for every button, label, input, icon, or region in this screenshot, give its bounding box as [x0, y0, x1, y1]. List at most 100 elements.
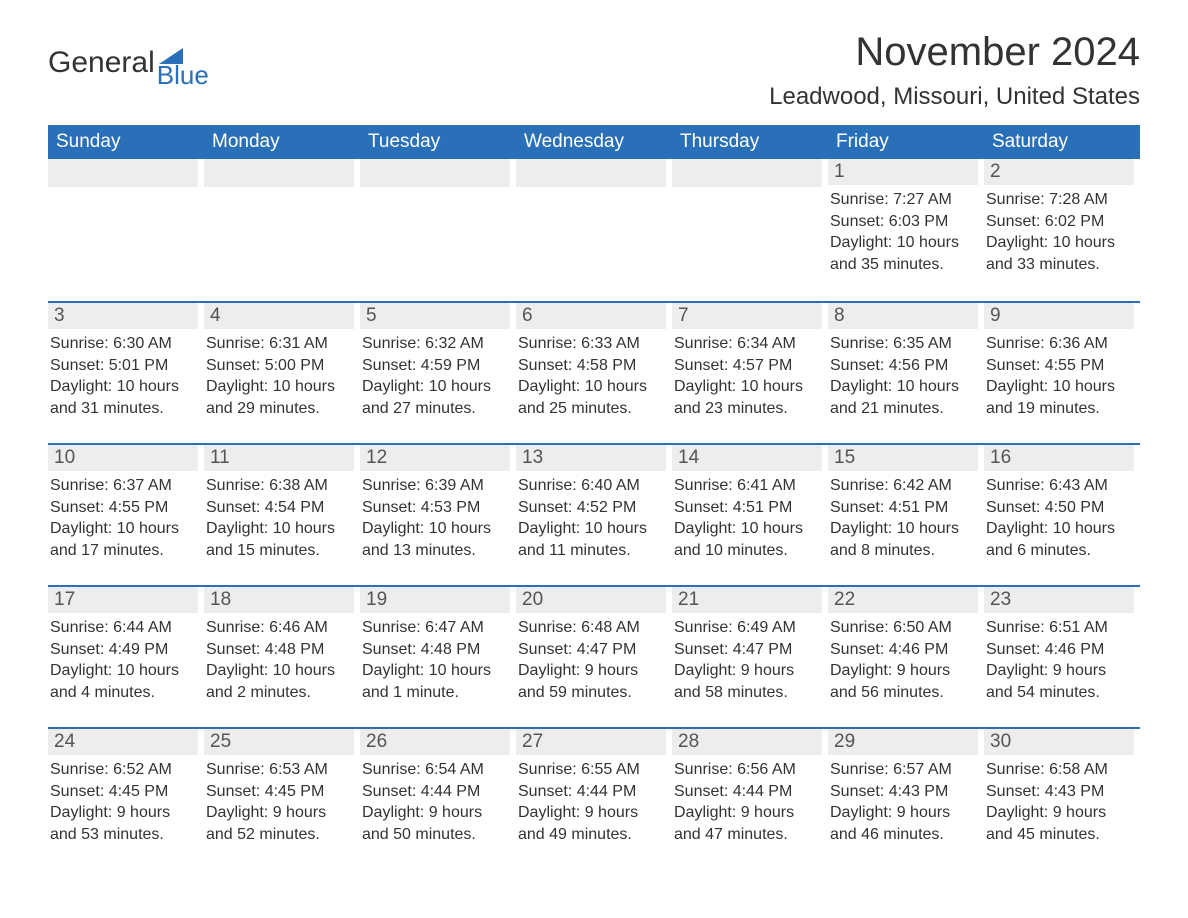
weekday-header: Monday [204, 125, 360, 159]
sunset-text: Sunset: 6:03 PM [830, 211, 978, 233]
daylight-text: Daylight: 10 hours and 13 minutes. [362, 518, 510, 561]
sunrise-text: Sunrise: 6:38 AM [206, 475, 354, 497]
sunset-text: Sunset: 4:53 PM [362, 497, 510, 519]
day-cell: 4Sunrise: 6:31 AMSunset: 5:00 PMDaylight… [204, 303, 360, 429]
day-cell: 12Sunrise: 6:39 AMSunset: 4:53 PMDayligh… [360, 445, 516, 571]
sunrise-text: Sunrise: 6:39 AM [362, 475, 510, 497]
day-info: Sunrise: 6:38 AMSunset: 4:54 PMDaylight:… [204, 475, 354, 561]
day-cell: 6Sunrise: 6:33 AMSunset: 4:58 PMDaylight… [516, 303, 672, 429]
calendar: SundayMondayTuesdayWednesdayThursdayFrid… [48, 125, 1140, 855]
day-number: 16 [984, 445, 1134, 471]
daylight-text: Daylight: 9 hours and 52 minutes. [206, 802, 354, 845]
sunset-text: Sunset: 4:45 PM [50, 781, 198, 803]
sunrise-text: Sunrise: 6:31 AM [206, 333, 354, 355]
daylight-text: Daylight: 10 hours and 35 minutes. [830, 232, 978, 275]
weekday-header: Wednesday [516, 125, 672, 159]
day-cell: 21Sunrise: 6:49 AMSunset: 4:47 PMDayligh… [672, 587, 828, 713]
sunset-text: Sunset: 4:49 PM [50, 639, 198, 661]
weekday-header: Thursday [672, 125, 828, 159]
day-number: 23 [984, 587, 1134, 613]
day-number: 14 [672, 445, 822, 471]
sunset-text: Sunset: 4:47 PM [674, 639, 822, 661]
sunrise-text: Sunrise: 6:35 AM [830, 333, 978, 355]
title-block: November 2024 Leadwood, Missouri, United… [769, 30, 1140, 111]
sunset-text: Sunset: 4:52 PM [518, 497, 666, 519]
sunrise-text: Sunrise: 6:50 AM [830, 617, 978, 639]
week-row: 17Sunrise: 6:44 AMSunset: 4:49 PMDayligh… [48, 585, 1140, 713]
day-cell: 10Sunrise: 6:37 AMSunset: 4:55 PMDayligh… [48, 445, 204, 571]
day-info: Sunrise: 6:37 AMSunset: 4:55 PMDaylight:… [48, 475, 198, 561]
daylight-text: Daylight: 10 hours and 6 minutes. [986, 518, 1134, 561]
day-cell: 9Sunrise: 6:36 AMSunset: 4:55 PMDaylight… [984, 303, 1140, 429]
sunset-text: Sunset: 4:44 PM [674, 781, 822, 803]
daylight-text: Daylight: 9 hours and 53 minutes. [50, 802, 198, 845]
sunrise-text: Sunrise: 6:56 AM [674, 759, 822, 781]
weekday-header: Sunday [48, 125, 204, 159]
day-cell: 20Sunrise: 6:48 AMSunset: 4:47 PMDayligh… [516, 587, 672, 713]
day-info: Sunrise: 6:42 AMSunset: 4:51 PMDaylight:… [828, 475, 978, 561]
daylight-text: Daylight: 10 hours and 27 minutes. [362, 376, 510, 419]
sunrise-text: Sunrise: 6:57 AM [830, 759, 978, 781]
logo-text-general: General [48, 48, 155, 78]
day-cell [48, 159, 204, 287]
sunrise-text: Sunrise: 6:40 AM [518, 475, 666, 497]
sunset-text: Sunset: 4:59 PM [362, 355, 510, 377]
day-number: 30 [984, 729, 1134, 755]
sunset-text: Sunset: 4:47 PM [518, 639, 666, 661]
day-number: 7 [672, 303, 822, 329]
sunset-text: Sunset: 4:57 PM [674, 355, 822, 377]
daylight-text: Daylight: 10 hours and 29 minutes. [206, 376, 354, 419]
daylight-text: Daylight: 9 hours and 54 minutes. [986, 660, 1134, 703]
day-cell: 17Sunrise: 6:44 AMSunset: 4:49 PMDayligh… [48, 587, 204, 713]
logo-stack: Blue [157, 48, 209, 91]
day-number: 26 [360, 729, 510, 755]
day-number: 18 [204, 587, 354, 613]
day-info: Sunrise: 6:58 AMSunset: 4:43 PMDaylight:… [984, 759, 1134, 845]
day-cell [672, 159, 828, 287]
sunset-text: Sunset: 4:44 PM [518, 781, 666, 803]
day-info: Sunrise: 6:40 AMSunset: 4:52 PMDaylight:… [516, 475, 666, 561]
day-info: Sunrise: 6:55 AMSunset: 4:44 PMDaylight:… [516, 759, 666, 845]
day-number: 6 [516, 303, 666, 329]
day-info: Sunrise: 6:51 AMSunset: 4:46 PMDaylight:… [984, 617, 1134, 703]
daylight-text: Daylight: 10 hours and 17 minutes. [50, 518, 198, 561]
day-cell: 19Sunrise: 6:47 AMSunset: 4:48 PMDayligh… [360, 587, 516, 713]
day-cell: 13 Sunrise: 6:40 AMSunset: 4:52 PMDayligh… [516, 445, 672, 571]
sunrise-text: Sunrise: 6:34 AM [674, 333, 822, 355]
sunrise-text: Sunrise: 6:47 AM [362, 617, 510, 639]
day-info: Sunrise: 6:48 AMSunset: 4:47 PMDaylight:… [516, 617, 666, 703]
daylight-text: Daylight: 9 hours and 45 minutes. [986, 802, 1134, 845]
day-number: 21 [672, 587, 822, 613]
sunrise-text: Sunrise: 6:48 AM [518, 617, 666, 639]
day-info: Sunrise: 6:30 AMSunset: 5:01 PMDaylight:… [48, 333, 198, 419]
sunset-text: Sunset: 4:44 PM [362, 781, 510, 803]
weekday-header: Saturday [984, 125, 1140, 159]
sunrise-text: Sunrise: 6:33 AM [518, 333, 666, 355]
sunrise-text: Sunrise: 6:41 AM [674, 475, 822, 497]
empty-day-bar [48, 159, 198, 187]
day-info: Sunrise: 6:54 AMSunset: 4:44 PMDaylight:… [360, 759, 510, 845]
sunrise-text: Sunrise: 7:27 AM [830, 189, 978, 211]
daylight-text: Daylight: 10 hours and 33 minutes. [986, 232, 1134, 275]
day-cell: 24Sunrise: 6:52 AMSunset: 4:45 PMDayligh… [48, 729, 204, 855]
day-number: 3 [48, 303, 198, 329]
sunset-text: Sunset: 4:43 PM [830, 781, 978, 803]
day-number: 13 [516, 445, 666, 471]
day-cell: 27Sunrise: 6:55 AMSunset: 4:44 PMDayligh… [516, 729, 672, 855]
daylight-text: Daylight: 9 hours and 49 minutes. [518, 802, 666, 845]
day-cell: 26 Sunrise: 6:54 AMSunset: 4:44 PMDayligh… [360, 729, 516, 855]
day-info: Sunrise: 7:28 AMSunset: 6:02 PMDaylight:… [984, 189, 1134, 275]
sunset-text: Sunset: 4:46 PM [830, 639, 978, 661]
daylight-text: Daylight: 10 hours and 21 minutes. [830, 376, 978, 419]
day-info: Sunrise: 6:39 AMSunset: 4:53 PMDaylight:… [360, 475, 510, 561]
empty-day-bar [672, 159, 822, 187]
sunset-text: Sunset: 4:51 PM [830, 497, 978, 519]
day-cell: 22Sunrise: 6:50 AMSunset: 4:46 PMDayligh… [828, 587, 984, 713]
weeks-container: 1Sunrise: 7:27 AMSunset: 6:03 PMDaylight… [48, 159, 1140, 855]
day-number: 22 [828, 587, 978, 613]
day-cell: 16Sunrise: 6:43 AMSunset: 4:50 PMDayligh… [984, 445, 1140, 571]
sunrise-text: Sunrise: 6:51 AM [986, 617, 1134, 639]
day-number: 11 [204, 445, 354, 471]
sunset-text: Sunset: 4:45 PM [206, 781, 354, 803]
day-cell: 14Sunrise: 6:41 AMSunset: 4:51 PMDayligh… [672, 445, 828, 571]
